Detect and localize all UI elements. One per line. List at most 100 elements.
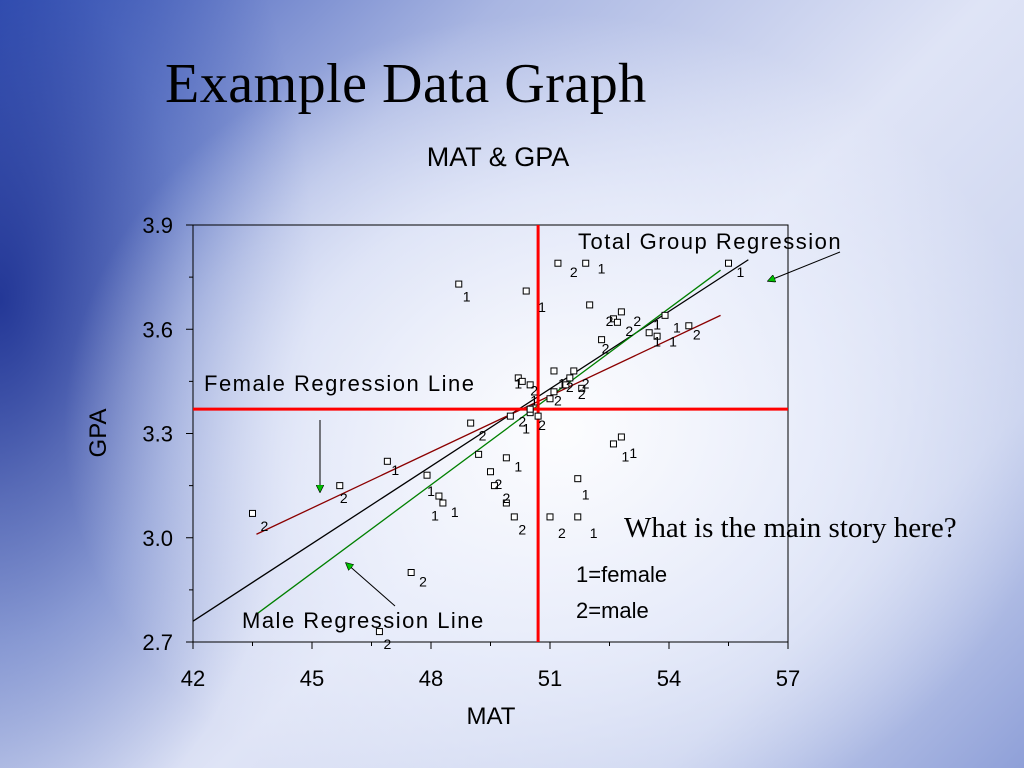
data-point <box>375 628 383 636</box>
y-axis-label: GPA <box>85 409 112 458</box>
point-label: 2 <box>582 375 590 391</box>
data-point <box>617 433 625 441</box>
y-tick-label: 3.6 <box>142 317 173 342</box>
data-point <box>586 301 594 309</box>
regression-lines <box>192 259 749 622</box>
point-label: 2 <box>340 490 348 506</box>
total-regression-annotation: Total Group Regression <box>578 229 842 254</box>
point-label: 1 <box>514 375 522 391</box>
data-point <box>574 475 582 483</box>
data-point <box>407 569 415 576</box>
point-label: 1 <box>737 264 745 280</box>
discussion-question: What is the main story here? <box>624 512 957 544</box>
point-label: 1 <box>391 462 399 478</box>
point-label: 2 <box>606 313 614 329</box>
data-point <box>645 329 653 337</box>
point-label: 1 <box>530 393 538 409</box>
data-point <box>518 377 526 385</box>
mean-reference-lines <box>193 225 788 642</box>
data-point <box>550 388 558 396</box>
data-point <box>506 412 514 420</box>
point-label: 1 <box>673 320 681 336</box>
data-point <box>336 482 344 490</box>
data-point <box>613 318 621 326</box>
point-label: 2 <box>578 386 586 402</box>
data-point <box>502 454 510 462</box>
y-tick-label: 3.0 <box>142 526 173 551</box>
data-point <box>510 513 518 521</box>
data-point <box>439 499 447 507</box>
x-tick-label: 42 <box>181 666 205 691</box>
data-point <box>554 259 562 267</box>
data-point <box>598 336 606 344</box>
data-point <box>725 259 732 267</box>
point-label: 2 <box>495 476 503 492</box>
data-point <box>490 482 498 490</box>
regression-line <box>256 314 721 535</box>
point-label: 2 <box>558 525 566 541</box>
x-tick-label: 51 <box>538 666 562 691</box>
legend-male: 2=male <box>576 598 649 623</box>
data-point <box>249 509 256 517</box>
point-label: 1 <box>463 288 471 304</box>
data-point <box>475 450 483 458</box>
chart-title: MAT & GPA <box>427 142 570 172</box>
total-regression-arrow <box>768 251 841 281</box>
male-regression-annotation: Male Regression Line <box>242 608 485 633</box>
group-legend: 1=female 2=male <box>576 560 667 632</box>
point-label: 1 <box>590 525 598 541</box>
x-axis-label: MAT <box>467 703 516 730</box>
data-point <box>685 322 693 330</box>
point-label: 2 <box>530 382 538 398</box>
point-label: 2 <box>602 341 610 357</box>
x-tick-label: 45 <box>300 666 324 691</box>
point-label: 2 <box>518 414 526 430</box>
data-point <box>423 471 431 479</box>
point-label: 2 <box>625 323 633 339</box>
data-point <box>534 412 542 420</box>
data-point <box>546 395 554 403</box>
data-point <box>550 367 558 375</box>
x-tick-label: 54 <box>657 666 681 691</box>
point-label: 1 <box>538 299 546 315</box>
data-point <box>578 384 586 392</box>
y-tick-label: 3.9 <box>142 213 173 238</box>
data-point <box>522 287 530 295</box>
data-point <box>467 419 475 427</box>
point-label: 1 <box>669 334 677 350</box>
data-point <box>526 381 534 389</box>
point-label: 1 <box>558 375 566 391</box>
point-label: 2 <box>383 636 391 652</box>
point-label: 1 <box>621 448 629 464</box>
data-point <box>502 499 510 507</box>
x-tick-label: 57 <box>776 666 800 691</box>
data-point <box>435 492 443 500</box>
data-point <box>526 405 534 413</box>
point-label: 1 <box>582 487 590 503</box>
point-label: 2 <box>261 518 269 534</box>
point-label: 1 <box>598 261 606 277</box>
data-point <box>455 280 463 288</box>
data-point <box>661 311 669 319</box>
x-axis: 42 45 48 51 54 57 <box>181 642 800 691</box>
regression-line <box>256 269 721 615</box>
data-point <box>487 468 494 476</box>
point-label: 2 <box>502 490 510 506</box>
data-point <box>562 381 570 389</box>
y-tick-label: 3.3 <box>142 422 173 447</box>
data-points <box>249 259 732 636</box>
point-label: 2 <box>633 313 641 329</box>
point-label: 2 <box>538 417 546 433</box>
point-label: 1 <box>451 504 459 520</box>
legend-female: 1=female <box>576 562 668 587</box>
plot-area-frame <box>192 224 789 643</box>
data-point <box>570 367 578 375</box>
y-axis: 2.7 3.0 3.3 3.6 3.9 <box>142 213 193 655</box>
point-label: 2 <box>479 427 487 443</box>
point-label: 2 <box>419 573 427 589</box>
data-point <box>574 513 582 521</box>
point-label: 1 <box>629 445 637 461</box>
male-regression-arrow <box>346 563 396 607</box>
